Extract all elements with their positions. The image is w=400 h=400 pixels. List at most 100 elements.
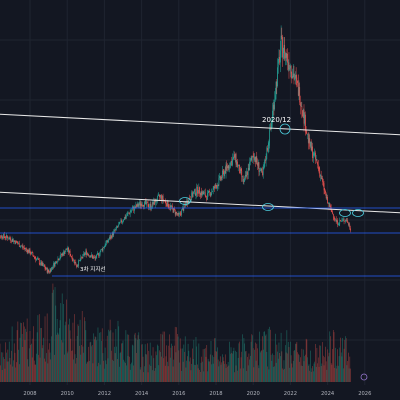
volume-bar bbox=[349, 356, 351, 382]
candle-body bbox=[81, 257, 83, 258]
candle-body bbox=[285, 53, 286, 59]
candle-body bbox=[21, 245, 23, 247]
candle-body bbox=[164, 201, 166, 202]
volume-bar bbox=[168, 345, 170, 382]
volume-bar bbox=[258, 368, 260, 382]
candle-body bbox=[105, 242, 107, 247]
volume-bar bbox=[317, 363, 318, 382]
candle-body bbox=[227, 165, 229, 169]
volume-bar bbox=[167, 361, 168, 382]
volume-bar bbox=[173, 359, 175, 382]
volume-bar bbox=[139, 369, 141, 382]
candle-body bbox=[271, 120, 273, 124]
volume-bar bbox=[79, 319, 81, 382]
candle-body bbox=[116, 226, 117, 229]
candle-body bbox=[156, 201, 157, 203]
volume-bar bbox=[263, 331, 265, 382]
candle-body bbox=[97, 253, 99, 254]
candle-body bbox=[174, 208, 175, 210]
x-tick-label: 2016 bbox=[172, 391, 185, 397]
candle-body bbox=[224, 171, 226, 174]
volume-bar bbox=[53, 289, 54, 382]
volume-bar bbox=[20, 322, 22, 382]
volume-bar bbox=[197, 368, 199, 382]
volume-bar bbox=[240, 357, 242, 382]
volume-bar bbox=[346, 365, 348, 382]
volume-bar bbox=[214, 338, 215, 382]
volume-bar bbox=[327, 356, 329, 382]
candle-body bbox=[173, 208, 175, 213]
volume-bar bbox=[119, 366, 120, 382]
candle-body bbox=[218, 177, 220, 186]
candle-body bbox=[281, 35, 283, 38]
volume-bar bbox=[252, 348, 254, 382]
volume-bar bbox=[262, 336, 263, 382]
candle-body bbox=[304, 114, 306, 124]
volume-bar bbox=[308, 364, 310, 382]
candle-body bbox=[339, 220, 341, 224]
volume-bar bbox=[332, 329, 334, 382]
candle-body bbox=[10, 238, 12, 241]
volume-bar bbox=[270, 354, 272, 382]
volume-bar bbox=[179, 338, 181, 382]
volume-bar bbox=[83, 352, 85, 382]
candle-body bbox=[192, 192, 193, 197]
volume-bar bbox=[294, 350, 296, 382]
volume-bar bbox=[280, 332, 282, 382]
volume-bar bbox=[197, 364, 198, 382]
volume-bar bbox=[82, 346, 84, 382]
volume-bar bbox=[28, 348, 30, 382]
candle-body bbox=[125, 216, 127, 219]
volume-bar bbox=[105, 360, 107, 382]
volume-bar bbox=[133, 365, 135, 382]
candle-body bbox=[13, 240, 15, 242]
candle-body bbox=[155, 199, 157, 203]
candle-body bbox=[96, 253, 98, 255]
volume-bar bbox=[210, 341, 212, 382]
volume-bar bbox=[96, 340, 97, 382]
volume-bar bbox=[341, 356, 343, 382]
volume-bar bbox=[43, 358, 45, 382]
volume-bar bbox=[10, 364, 12, 382]
volume-bar bbox=[256, 343, 258, 382]
volume-bar bbox=[248, 353, 250, 382]
candle-body bbox=[191, 192, 193, 201]
candle-body bbox=[269, 128, 271, 144]
volume-bar bbox=[330, 336, 331, 382]
volume-bar bbox=[334, 367, 336, 382]
volume-bar bbox=[134, 332, 136, 382]
volume-bar bbox=[119, 353, 121, 382]
candle-body bbox=[145, 201, 147, 205]
candle-body bbox=[126, 213, 128, 216]
candle-body bbox=[290, 65, 292, 74]
volume-bar bbox=[84, 317, 85, 382]
volume-bar bbox=[202, 361, 203, 382]
candle-body bbox=[178, 212, 180, 215]
candle-body bbox=[316, 159, 318, 163]
volume-bar bbox=[120, 351, 122, 382]
candle-body bbox=[15, 240, 17, 244]
x-tick-label: 2008 bbox=[23, 391, 36, 397]
candle-body bbox=[128, 213, 130, 214]
candle-body bbox=[267, 145, 269, 151]
volume-bar bbox=[176, 327, 178, 382]
volume-bar bbox=[196, 346, 198, 382]
candle-body bbox=[274, 99, 276, 110]
volume-bar bbox=[322, 342, 323, 382]
volume-bar bbox=[164, 365, 166, 382]
candle-body bbox=[327, 197, 328, 204]
volume-bar bbox=[113, 360, 115, 382]
volume-bar bbox=[332, 349, 333, 382]
candle-body bbox=[90, 256, 92, 258]
candle-body bbox=[46, 267, 47, 270]
volume-bar bbox=[107, 358, 109, 382]
candle-body bbox=[246, 171, 248, 177]
candle-body bbox=[259, 170, 260, 172]
volume-bar bbox=[55, 305, 57, 382]
candle-body bbox=[44, 266, 46, 269]
volume-bar bbox=[153, 358, 155, 382]
candle-body bbox=[75, 262, 77, 266]
candle-body bbox=[342, 219, 344, 220]
volume-bar bbox=[190, 370, 192, 382]
touch-circle bbox=[352, 209, 364, 217]
